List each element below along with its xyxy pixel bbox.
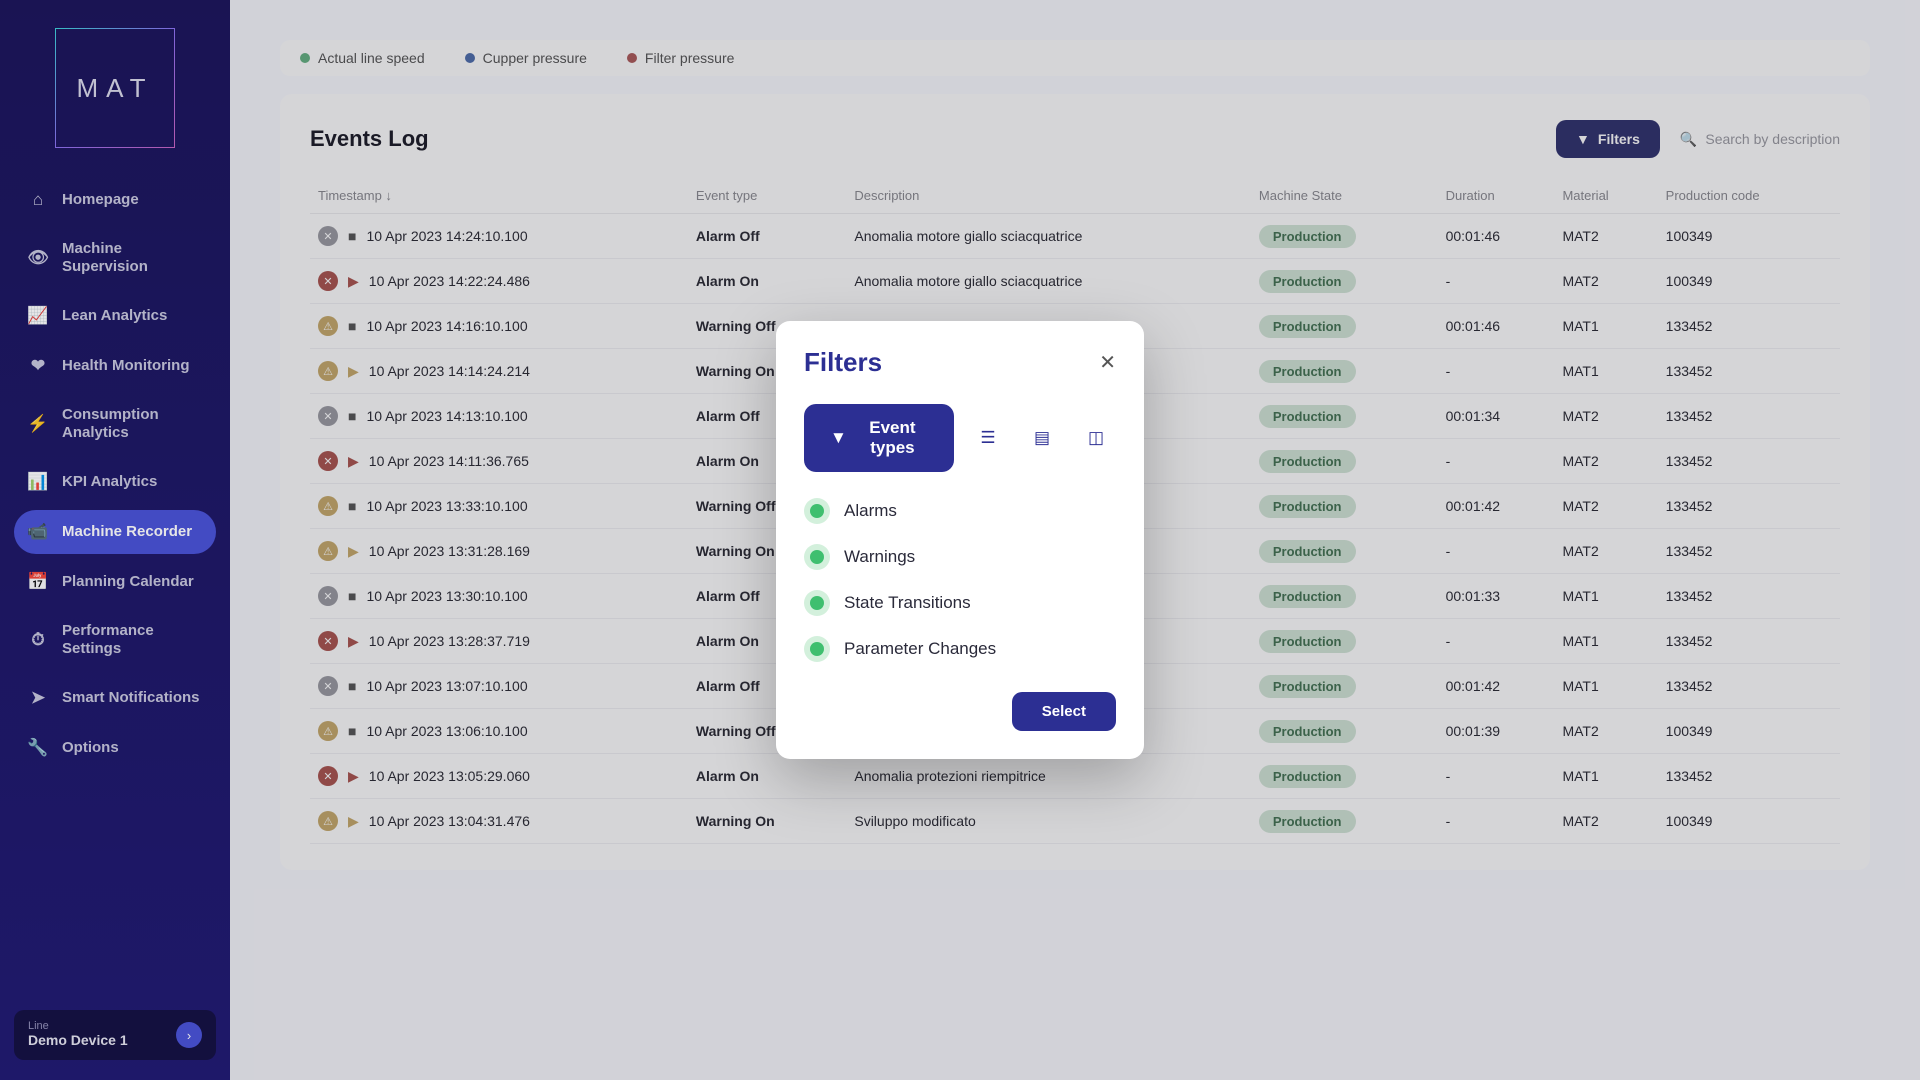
- toggle-icon[interactable]: [804, 544, 830, 570]
- filter-option-state-transitions[interactable]: State Transitions: [804, 590, 1116, 616]
- toggle-icon[interactable]: [804, 498, 830, 524]
- modal-tab-row: ▼ Event types ☰ ▤ ◫: [804, 404, 1116, 472]
- filter-option-label: State Transitions: [844, 593, 971, 613]
- list-view-tab[interactable]: ☰: [968, 418, 1008, 458]
- filter-options-list: Alarms Warnings State Transitions Parame…: [804, 498, 1116, 662]
- filters-modal: Filters ✕ ▼ Event types ☰ ▤ ◫ Alarms War…: [776, 321, 1144, 759]
- filter-option-label: Parameter Changes: [844, 639, 996, 659]
- filter-option-label: Alarms: [844, 501, 897, 521]
- event-types-button[interactable]: ▼ Event types: [804, 404, 954, 472]
- filter-option-label: Warnings: [844, 547, 915, 567]
- table-view-tab[interactable]: ▤: [1022, 418, 1062, 458]
- filter-option-warnings[interactable]: Warnings: [804, 544, 1116, 570]
- toggle-icon[interactable]: [804, 636, 830, 662]
- filter-option-parameter-changes[interactable]: Parameter Changes: [804, 636, 1116, 662]
- modal-footer: Select: [804, 692, 1116, 731]
- toggle-icon[interactable]: [804, 590, 830, 616]
- modal-header: Filters ✕: [804, 347, 1116, 378]
- modal-overlay: Filters ✕ ▼ Event types ☰ ▤ ◫ Alarms War…: [0, 0, 1920, 1080]
- close-icon[interactable]: ✕: [1099, 350, 1116, 375]
- select-button[interactable]: Select: [1012, 692, 1116, 731]
- modal-title: Filters: [804, 347, 882, 378]
- grid-view-tab[interactable]: ◫: [1076, 418, 1116, 458]
- filter-option-alarms[interactable]: Alarms: [804, 498, 1116, 524]
- filter-icon: ▼: [830, 428, 847, 448]
